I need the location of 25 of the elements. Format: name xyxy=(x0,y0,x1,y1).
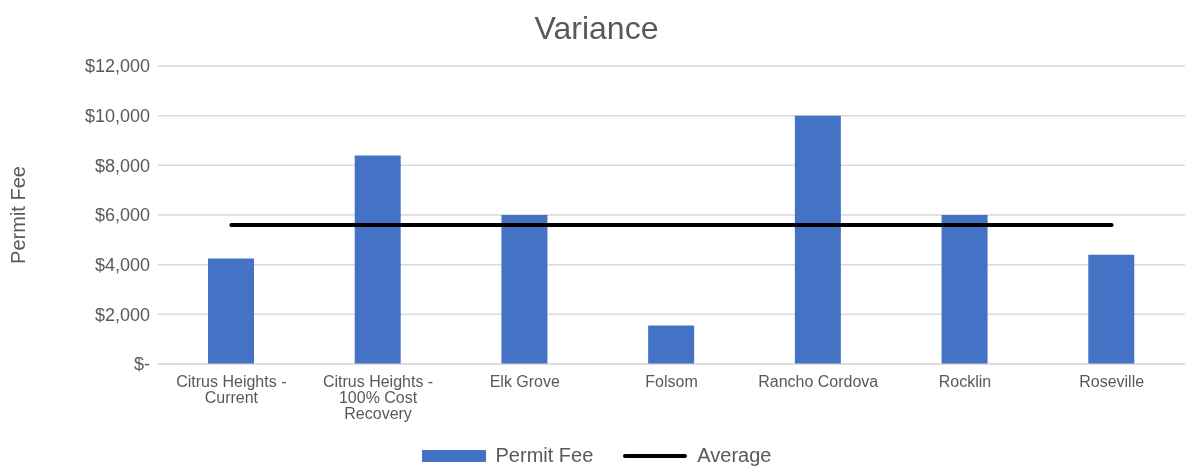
y-axis-title: Permit Fee xyxy=(7,166,30,264)
x-tick-label: Elk Grove xyxy=(489,373,560,391)
y-tick-label: $4,000 xyxy=(94,255,150,276)
bar xyxy=(208,258,254,364)
legend-label: Average xyxy=(696,444,772,467)
x-tick-label: Citrus Heights - 100% Cost Recovery xyxy=(322,373,434,423)
bar xyxy=(354,155,401,364)
bar xyxy=(941,215,988,364)
y-tick-label: $12,000 xyxy=(84,56,150,77)
x-tick-label: Rocklin xyxy=(938,373,992,391)
bar xyxy=(794,115,841,364)
y-tick-label: $- xyxy=(133,354,150,375)
x-tick-label: Roseville xyxy=(1079,373,1145,391)
x-tick-label: Citrus Heights - Current xyxy=(176,373,287,407)
y-tick-label: $10,000 xyxy=(84,106,150,127)
x-tick-label: Folsom xyxy=(645,373,698,391)
chart-title: Variance xyxy=(533,9,660,48)
y-tick-label: $6,000 xyxy=(94,205,150,226)
bar xyxy=(1088,254,1135,364)
x-tick-label: Rancho Cordova xyxy=(758,373,879,391)
y-tick-label: $2,000 xyxy=(94,304,150,325)
y-tick-label: $8,000 xyxy=(94,155,150,176)
bar xyxy=(648,325,695,364)
legend-label: Permit Fee xyxy=(494,444,594,467)
bar xyxy=(501,215,548,364)
